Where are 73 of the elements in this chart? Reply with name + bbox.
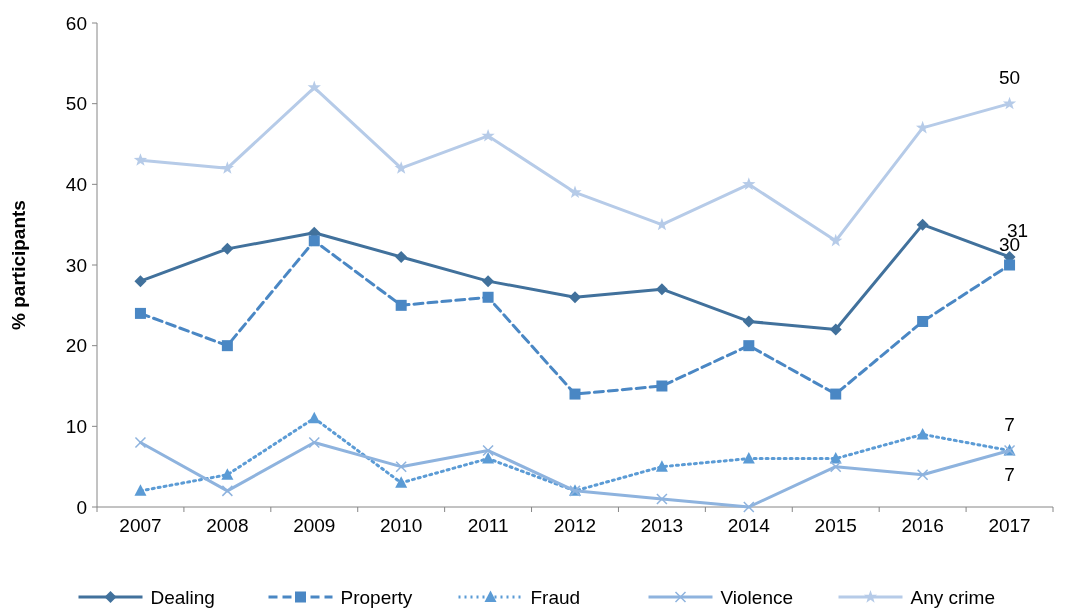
x-tick-label: 2008 — [206, 515, 249, 536]
point — [656, 380, 668, 392]
point — [308, 235, 320, 247]
point — [916, 427, 929, 440]
point — [481, 128, 495, 142]
x-tick-label: 2013 — [640, 515, 684, 536]
legend-label: Property — [340, 586, 413, 608]
point — [568, 185, 582, 199]
point — [569, 388, 581, 400]
point — [1002, 96, 1017, 110]
point — [830, 388, 842, 400]
point — [482, 275, 495, 288]
point — [482, 444, 494, 457]
y-axis-title: % participants — [8, 200, 29, 330]
x-tick-label: 2011 — [467, 515, 509, 536]
y-tick-label: 0 — [76, 496, 87, 518]
point — [221, 468, 234, 480]
point — [742, 315, 755, 328]
y-tick-label: 40 — [65, 173, 87, 195]
point — [916, 468, 929, 481]
point — [221, 242, 234, 255]
point — [917, 315, 929, 327]
y-tick-label: 60 — [65, 12, 87, 34]
point — [829, 323, 842, 336]
point — [655, 460, 668, 472]
point — [655, 217, 669, 231]
x-tick-label: 2015 — [814, 515, 857, 536]
point — [134, 275, 147, 288]
point — [395, 476, 408, 488]
y-tick-label: 20 — [65, 335, 87, 357]
point — [742, 452, 755, 464]
point — [916, 218, 929, 231]
y-tick-label: 30 — [65, 254, 87, 276]
point — [221, 485, 234, 497]
x-tick-label: 2016 — [901, 515, 944, 536]
legend-label: Any crime — [910, 586, 995, 608]
point — [395, 460, 407, 473]
point — [482, 291, 494, 303]
data-label: 50 — [998, 66, 1021, 88]
x-tick-label: 2007 — [119, 515, 162, 536]
point — [308, 436, 321, 449]
legend-label: Dealing — [150, 586, 215, 608]
legend-label: Violence — [720, 586, 794, 608]
x-tick-label: 2017 — [988, 515, 1031, 536]
x-tick-label: 2010 — [380, 515, 423, 536]
point — [395, 250, 408, 263]
point — [134, 307, 146, 319]
point — [482, 452, 495, 464]
x-tick-label: 2014 — [727, 515, 771, 536]
point — [307, 80, 321, 94]
legend-label: Fraud — [530, 586, 581, 608]
x-tick-label: 2012 — [553, 515, 597, 536]
y-tick-label: 50 — [65, 93, 87, 115]
point — [656, 493, 668, 505]
data-label: 7 — [1004, 463, 1015, 485]
point — [829, 460, 842, 473]
x-tick-label: 2009 — [293, 515, 336, 536]
point — [221, 340, 233, 352]
point — [394, 161, 408, 174]
point — [655, 283, 668, 296]
point — [829, 233, 843, 247]
y-tick-label: 10 — [65, 415, 87, 437]
point — [220, 161, 235, 174]
data-label: 7 — [1004, 413, 1015, 435]
point — [1004, 259, 1016, 271]
point — [743, 501, 755, 513]
point — [133, 153, 148, 166]
point — [395, 299, 407, 311]
point — [742, 177, 756, 190]
point — [134, 484, 147, 496]
point — [569, 291, 581, 304]
point — [134, 436, 147, 449]
point — [743, 340, 755, 352]
